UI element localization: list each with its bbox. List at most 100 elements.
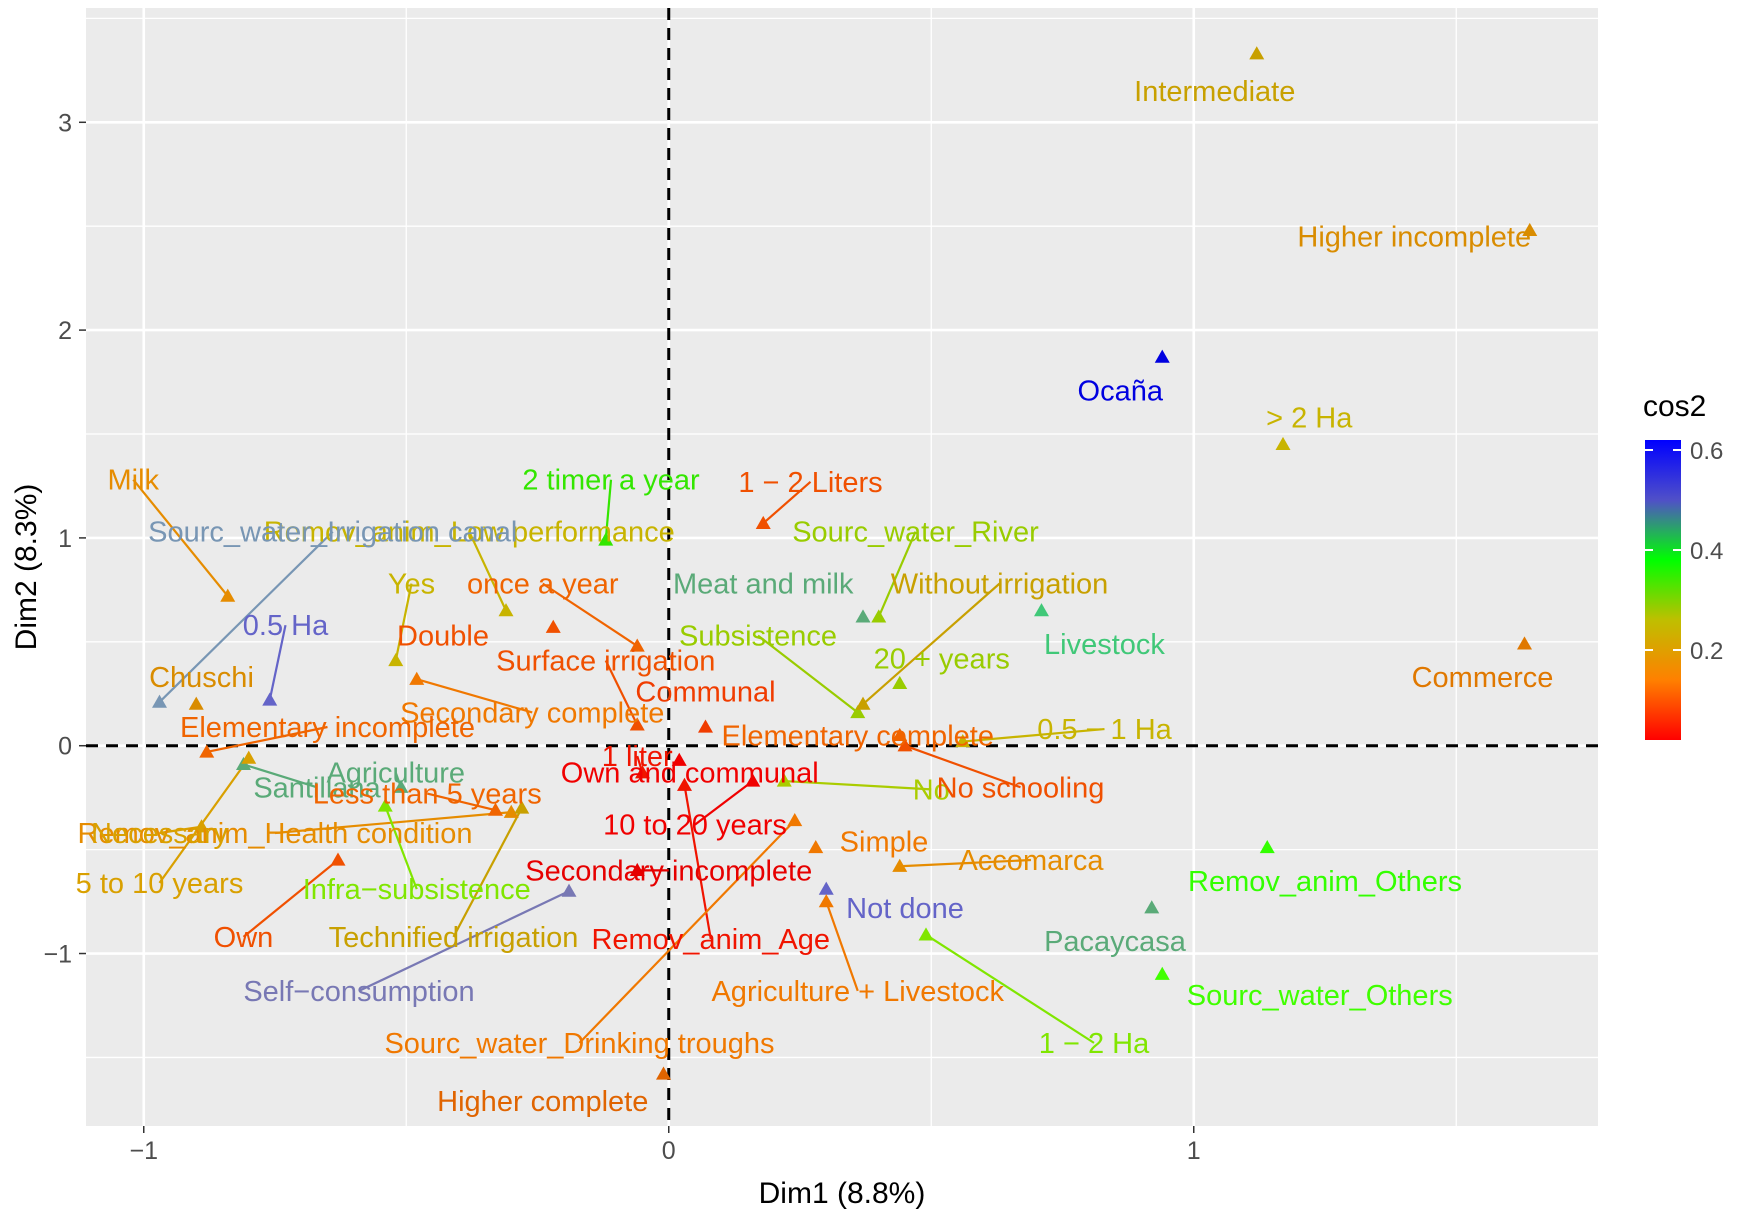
point-marker [409, 671, 425, 685]
leader-line [757, 634, 859, 714]
point-marker [745, 773, 761, 787]
point-label: Higher complete [437, 1086, 648, 1118]
point-labels: Intermediate Higher incomplete Ocaña > 2 Ha… [76, 76, 1554, 1118]
point-label: Agriculture [326, 758, 465, 790]
point-label: Secondary incomplete [525, 855, 812, 887]
point-marker [776, 773, 792, 787]
point-label: Less than 5 years [313, 779, 542, 811]
point-marker [656, 1066, 671, 1080]
point-label: Own [214, 922, 274, 954]
point-marker [787, 813, 803, 827]
colorbar-tick-label: 0.6 [1690, 438, 1723, 465]
point-label: Commerce [1412, 662, 1554, 694]
point-marker [1144, 900, 1160, 914]
leader-line [274, 811, 512, 835]
x-axis-title: Dim1 (8.8%) [759, 1177, 926, 1210]
point-marker [194, 819, 209, 833]
point-marker [503, 804, 519, 818]
leader-line [242, 859, 339, 938]
y-tick-label: −1 [43, 941, 72, 969]
point-label: Remov_anim_Health condition [78, 818, 473, 850]
point-label: once a year [467, 569, 619, 601]
point-marker [892, 727, 908, 741]
point-label: Infra−subsistence [303, 874, 531, 906]
y-tick-label: 2 [58, 317, 72, 345]
point-marker [755, 515, 771, 529]
point-marker [498, 603, 514, 617]
point-marker [671, 752, 687, 766]
leader-line [862, 582, 1001, 705]
point-label: Double [397, 621, 489, 653]
point-label: 1 − 2 Ha [1039, 1028, 1150, 1060]
leader-line [132, 479, 229, 597]
point-marker [393, 779, 409, 793]
point-marker [1154, 966, 1170, 980]
point-marker [871, 609, 887, 623]
point-marker [377, 798, 393, 812]
point-label: Agriculture + Livestock [711, 976, 1004, 1008]
point-label: Livestock [1044, 629, 1165, 661]
leader-line [158, 757, 250, 884]
colorbar-tick-label: 0.4 [1690, 538, 1723, 565]
point-label: Technified irrigation [329, 922, 579, 954]
leader-line [904, 744, 1021, 789]
leader-line [159, 825, 202, 835]
point-marker [1154, 349, 1170, 363]
x-tick-label: −1 [129, 1137, 158, 1165]
point-marker [855, 609, 871, 623]
point-label: Sourc_water_River [792, 517, 1039, 549]
leader-line [825, 901, 859, 992]
point-marker [1522, 222, 1538, 236]
legend-title: cos2 [1643, 390, 1706, 423]
point-marker [850, 704, 866, 719]
point-label: 1 liter [602, 741, 673, 773]
point-marker [629, 638, 645, 652]
leader-line [426, 792, 496, 812]
point-marker [262, 692, 278, 706]
point-marker [635, 765, 650, 779]
leader-lines [132, 479, 1105, 1044]
point-marker [629, 717, 645, 731]
points [152, 46, 1538, 1080]
leader-line [452, 807, 523, 938]
leader-line [694, 780, 754, 826]
point-marker [677, 777, 692, 791]
point-label: 5 to 10 years [76, 868, 244, 900]
x-tick-label: 0 [662, 1137, 676, 1165]
leader-line [604, 660, 639, 726]
point-label: Simple [840, 826, 929, 858]
point-marker [1259, 840, 1275, 854]
point-label: 2 timer a year [522, 465, 700, 497]
point-label: 20 + years [874, 643, 1010, 675]
leader-line [899, 858, 1032, 868]
point-label: Intermediate [1134, 76, 1295, 108]
point-marker [1275, 436, 1291, 451]
point-marker [561, 883, 577, 897]
plot-panel [86, 8, 1598, 1126]
point-label: Elementary complete [722, 720, 994, 752]
point-marker [918, 927, 934, 941]
point-label: Higher incomplete [1297, 222, 1531, 254]
point-label: No [913, 774, 950, 806]
point-label: 1 − 2 Liters [738, 467, 882, 499]
leader-line [762, 480, 812, 525]
point-label: Chuschi [149, 662, 254, 694]
point-label: Sourc_water_Drinking troughs [384, 1028, 774, 1060]
point-marker [545, 619, 561, 633]
point-marker [514, 800, 530, 814]
colorbar-ticks: 0.2 0.4 0.6 [1645, 438, 1723, 665]
point-label: Communal [635, 677, 775, 709]
point-marker [897, 738, 913, 752]
point-marker [1249, 46, 1265, 60]
colorbar-tick-label: 0.2 [1690, 638, 1723, 665]
leader-line [158, 530, 334, 703]
point-marker [818, 894, 834, 908]
point-label: Remov_anim_Others [1188, 866, 1462, 898]
point-label: Yes [388, 569, 435, 601]
reference-lines [86, 8, 1598, 1126]
x-tick-label: 1 [1187, 1137, 1201, 1165]
point-marker [152, 694, 167, 708]
point-marker [1034, 603, 1049, 617]
leader-line [384, 805, 418, 890]
